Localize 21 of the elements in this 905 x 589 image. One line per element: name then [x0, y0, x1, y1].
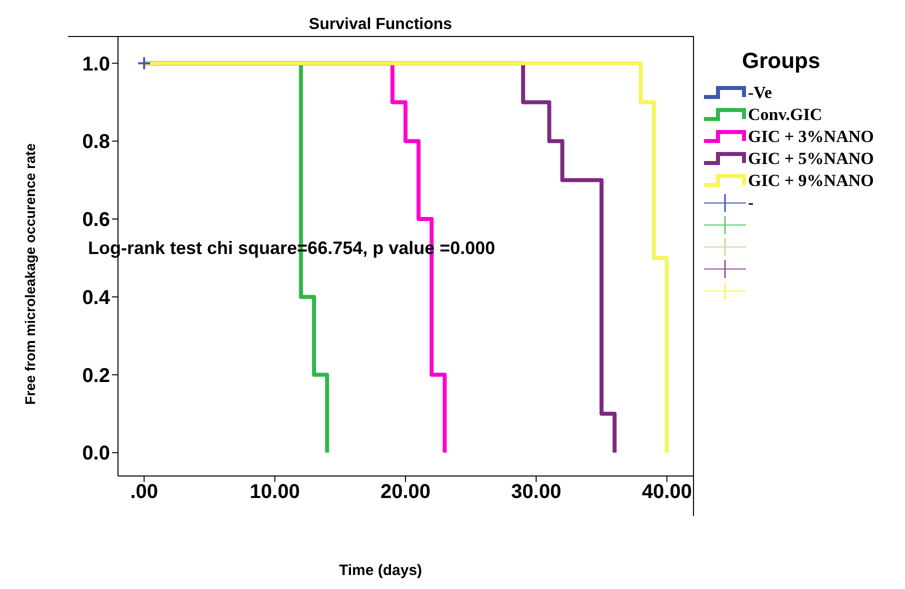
y-tick-label: 0.6 [82, 209, 110, 232]
y-tick-label: 0.0 [82, 442, 110, 465]
y-tick-label: 0.8 [82, 131, 110, 154]
legend-label: GIC + 3%NANO [748, 127, 874, 147]
chart-title: Survival Functions [308, 16, 454, 34]
x-axis-title: Time (days) [338, 562, 424, 579]
x-tick-label: .00 [130, 481, 158, 504]
x-tick-label: 40.00 [642, 481, 692, 504]
legend-label: Conv.GIC [748, 105, 822, 125]
y-axis-title: Free from microleakage occurence rate [22, 142, 38, 407]
x-tick-label: 20.00 [380, 481, 431, 504]
y-tick-label: 1.0 [82, 53, 110, 76]
x-tick-label: 30.00 [511, 481, 562, 504]
legend-label: GIC + 9%NANO [748, 171, 874, 191]
legend-label: - [748, 193, 754, 213]
y-tick-label: 0.2 [82, 364, 110, 387]
x-tick-label: 10.00 [250, 481, 300, 504]
legend-title: Groups [742, 48, 822, 74]
y-tick-label: 0.4 [82, 286, 111, 309]
legend-label: GIC + 5%NANO [748, 149, 874, 169]
legend-label: -Ve [748, 83, 772, 103]
